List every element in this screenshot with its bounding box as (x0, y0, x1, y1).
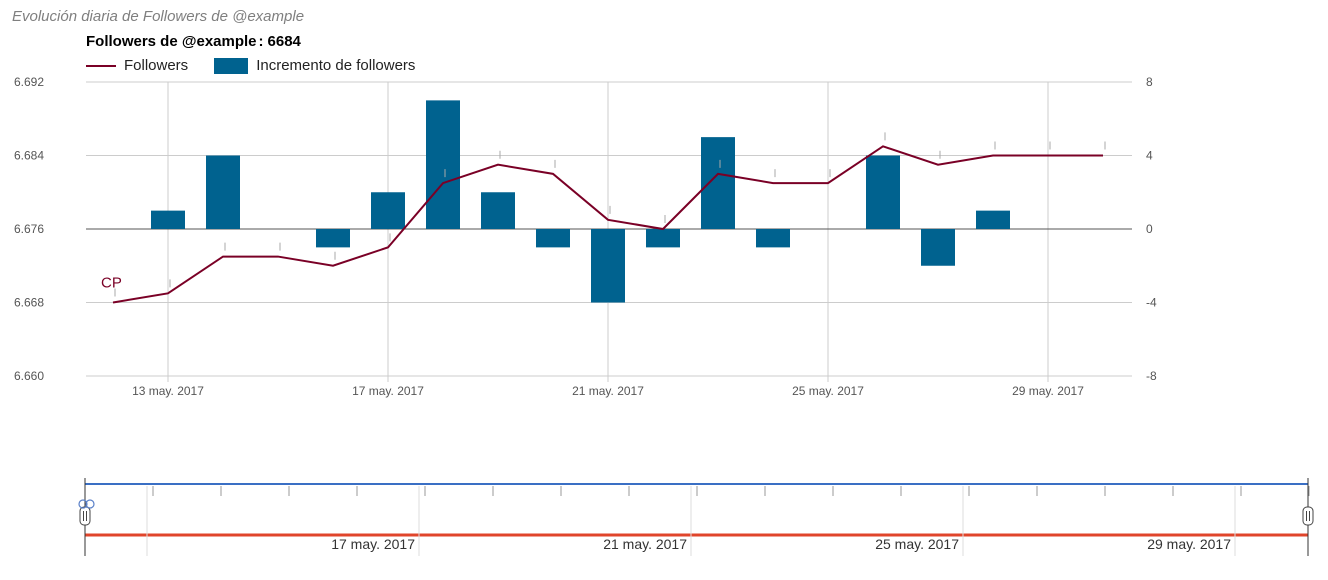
legend-item-followers[interactable]: Followers (86, 57, 188, 74)
bar-increment[interactable] (866, 155, 900, 230)
navigator-date-label: 21 may. 2017 (603, 536, 687, 552)
chart-heading: Followers de @example:6684 (86, 33, 301, 50)
bar-increment[interactable] (426, 100, 460, 229)
navigator-date-label: 17 may. 2017 (331, 536, 415, 552)
legend-item-increment[interactable]: Incremento de followers (214, 57, 415, 74)
y-axis-right-tick-label: 8 (1146, 75, 1153, 89)
y-axis-left-tick-label: 6.668 (14, 296, 44, 310)
bar-increment[interactable] (701, 137, 735, 229)
x-axis-tick-label: 13 may. 2017 (132, 384, 204, 398)
navigator-link-icon[interactable] (78, 499, 88, 509)
legend-line-swatch (86, 64, 116, 67)
y-axis-left-tick-label: 6.692 (14, 75, 44, 89)
page-title: Evolución diaria de Followers de @exampl… (12, 8, 305, 25)
bar-increment[interactable] (921, 229, 955, 266)
bar-increment[interactable] (206, 155, 240, 230)
bar-increment[interactable] (316, 229, 350, 248)
bar-increment[interactable] (646, 229, 680, 248)
legend-label-increment: Incremento de followers (256, 57, 416, 74)
y-axis-right-tick-label: 4 (1146, 149, 1153, 163)
bar-increment[interactable] (756, 229, 790, 248)
navigator-date-label: 25 may. 2017 (875, 536, 959, 552)
y-axis-left-tick-label: 6.660 (14, 369, 44, 383)
navigator-right-handle[interactable] (1302, 506, 1314, 526)
x-axis-tick-label: 25 may. 2017 (792, 384, 864, 398)
legend-bar-swatch (214, 57, 249, 74)
bar-increment[interactable] (976, 210, 1010, 229)
navigator-left-handle[interactable] (79, 506, 91, 526)
chart-heading-value: 6684 (267, 33, 301, 50)
x-axis-tick-label: 17 may. 2017 (352, 384, 424, 398)
bar-increment[interactable] (536, 229, 570, 248)
x-axis-tick-label: 21 may. 2017 (572, 384, 644, 398)
x-axis-tick-label: 29 may. 2017 (1012, 384, 1084, 398)
annotation-cp: CP (101, 275, 122, 292)
bar-increment[interactable] (481, 192, 515, 229)
y-axis-left-tick-label: 6.684 (14, 149, 44, 163)
y-axis-right-tick-label: -4 (1146, 296, 1157, 310)
navigator-date-label: 29 may. 2017 (1147, 536, 1231, 552)
chart-heading-separator: : (258, 33, 264, 50)
line-followers[interactable] (112, 145, 1103, 304)
bar-increment[interactable] (591, 229, 625, 303)
y-axis-right-tick-label: -8 (1146, 369, 1157, 383)
bar-increment[interactable] (151, 210, 185, 229)
bar-increment[interactable] (371, 192, 405, 229)
chart-heading-label: Followers de @example (86, 33, 257, 50)
legend: Followers Incremento de followers (86, 57, 441, 74)
y-axis-left-tick-label: 6.676 (14, 222, 44, 236)
legend-label-followers: Followers (124, 57, 189, 74)
navigator-link-icon (85, 499, 95, 509)
y-axis-right-tick-label: 0 (1146, 222, 1153, 236)
